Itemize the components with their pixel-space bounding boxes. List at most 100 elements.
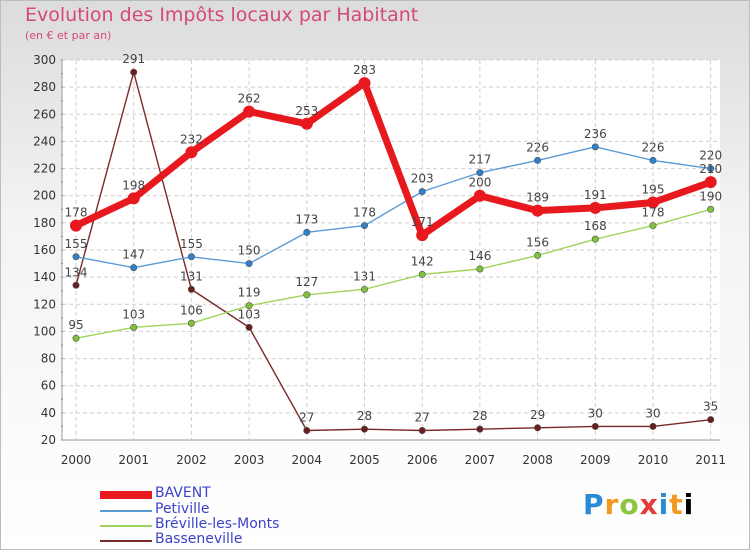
data-label-bavent: 171: [411, 215, 434, 229]
chart-subtitle: (en € et par an): [25, 29, 112, 42]
data-label-basseneville: 28: [472, 409, 487, 423]
x-tick-label: 2003: [234, 453, 265, 467]
data-point-br-ville-les-monts: [187, 319, 195, 327]
x-tick-label: 2000: [61, 453, 92, 467]
data-label-br-ville-les-monts: 95: [68, 318, 83, 332]
y-tick-label: 280: [33, 80, 56, 94]
chart-title: Evolution des Impôts locaux par Habitant: [25, 4, 419, 26]
data-point-bavent: [358, 77, 371, 90]
y-tick-label: 80: [41, 352, 56, 366]
data-label-basseneville: 27: [415, 411, 430, 425]
data-point-petiville: [649, 156, 657, 164]
data-point-basseneville: [649, 422, 657, 430]
x-tick-label: 2004: [292, 453, 323, 467]
legend-label-petiville: Petiville: [155, 501, 210, 517]
data-label-bavent: 262: [238, 92, 261, 106]
data-point-basseneville: [245, 323, 253, 331]
data-label-br-ville-les-monts: 119: [238, 286, 261, 300]
data-label-petiville: 147: [122, 248, 145, 262]
data-point-petiville: [360, 222, 368, 230]
data-label-bavent: 283: [353, 63, 376, 77]
data-label-basseneville: 291: [122, 52, 145, 66]
x-tick-label: 2005: [349, 453, 380, 467]
series-line-br-ville-les-monts: [75, 208, 711, 339]
data-label-basseneville: 35: [703, 400, 718, 414]
data-label-petiville: 155: [65, 237, 88, 251]
data-label-basseneville: 134: [65, 265, 88, 279]
legend-swatch-petiville: [100, 510, 152, 512]
y-tick-label: 260: [33, 107, 56, 121]
data-point-br-ville-les-monts: [707, 205, 715, 213]
x-tick-label: 2011: [695, 453, 726, 467]
data-label-petiville: 220: [699, 149, 722, 163]
data-label-petiville: 173: [295, 212, 318, 226]
y-tick-label: 240: [33, 134, 56, 148]
y-tick-label: 300: [33, 53, 56, 67]
data-label-basseneville: 30: [645, 406, 660, 420]
data-label-petiville: 150: [238, 244, 261, 258]
data-label-petiville: 236: [584, 127, 607, 141]
data-point-br-ville-les-monts: [245, 302, 253, 310]
data-point-br-ville-les-monts: [72, 334, 80, 342]
data-label-br-ville-les-monts: 127: [295, 275, 318, 289]
data-label-bavent: 198: [122, 178, 145, 192]
x-tick-label: 2001: [118, 453, 149, 467]
data-point-basseneville: [476, 425, 484, 433]
data-point-bavent: [70, 219, 82, 232]
data-label-br-ville-les-monts: 106: [180, 303, 203, 317]
data-point-basseneville: [360, 425, 368, 433]
data-label-br-ville-les-monts: 146: [468, 249, 491, 263]
y-tick-label: 100: [33, 324, 56, 338]
data-point-basseneville: [72, 281, 80, 289]
x-tick-label: 2008: [522, 453, 553, 467]
x-tick-label: 2010: [638, 453, 669, 467]
y-tick-label: 140: [33, 270, 56, 284]
series-line-petiville: [75, 146, 711, 269]
data-point-br-ville-les-monts: [418, 270, 426, 278]
data-point-br-ville-les-monts: [649, 222, 657, 230]
y-tick-label: 60: [41, 379, 56, 393]
data-point-petiville: [187, 253, 195, 261]
data-label-bavent: 191: [584, 188, 607, 202]
data-label-basseneville: 29: [530, 408, 545, 422]
data-point-petiville: [534, 156, 542, 164]
data-label-basseneville: 30: [588, 406, 603, 420]
data-point-petiville: [72, 253, 80, 261]
data-label-br-ville-les-monts: 142: [411, 254, 434, 268]
data-point-bavent: [416, 229, 429, 242]
data-point-br-ville-les-monts: [360, 285, 368, 293]
data-label-br-ville-les-monts: 156: [526, 235, 549, 249]
data-point-br-ville-les-monts: [303, 291, 311, 299]
data-point-bavent: [704, 176, 717, 189]
legend-swatch-bavent: [100, 491, 152, 499]
legend-label-basseneville: Basseneville: [155, 531, 243, 547]
y-tick-label: 200: [33, 189, 56, 203]
y-tick-label: 20: [41, 433, 56, 447]
data-point-bavent: [473, 189, 486, 202]
data-point-petiville: [707, 165, 715, 173]
data-label-bavent: 210: [699, 162, 722, 176]
data-label-bavent: 195: [642, 183, 665, 197]
data-point-basseneville: [303, 426, 311, 434]
series-line-basseneville: [75, 71, 711, 432]
x-tick-label: 2009: [580, 453, 611, 467]
legend-swatch-breville: [100, 525, 152, 527]
data-label-basseneville: 27: [299, 411, 314, 425]
data-point-basseneville: [418, 426, 426, 434]
y-tick-label: 40: [41, 406, 56, 420]
data-label-bavent: 253: [295, 104, 318, 118]
data-point-br-ville-les-monts: [476, 265, 484, 273]
data-point-br-ville-les-monts: [534, 251, 542, 259]
series-line-bavent: [74, 79, 712, 239]
data-point-petiville: [476, 169, 484, 177]
data-point-br-ville-les-monts: [591, 235, 599, 243]
data-point-bavent: [243, 105, 256, 118]
data-label-bavent: 189: [526, 191, 549, 205]
x-tick-label: 2006: [407, 453, 438, 467]
x-tick-label: 2007: [465, 453, 496, 467]
data-label-petiville: 226: [642, 140, 665, 154]
data-label-petiville: 217: [468, 153, 491, 167]
data-point-petiville: [245, 260, 253, 268]
data-label-basseneville: 103: [238, 307, 261, 321]
data-label-petiville: 203: [411, 172, 434, 186]
